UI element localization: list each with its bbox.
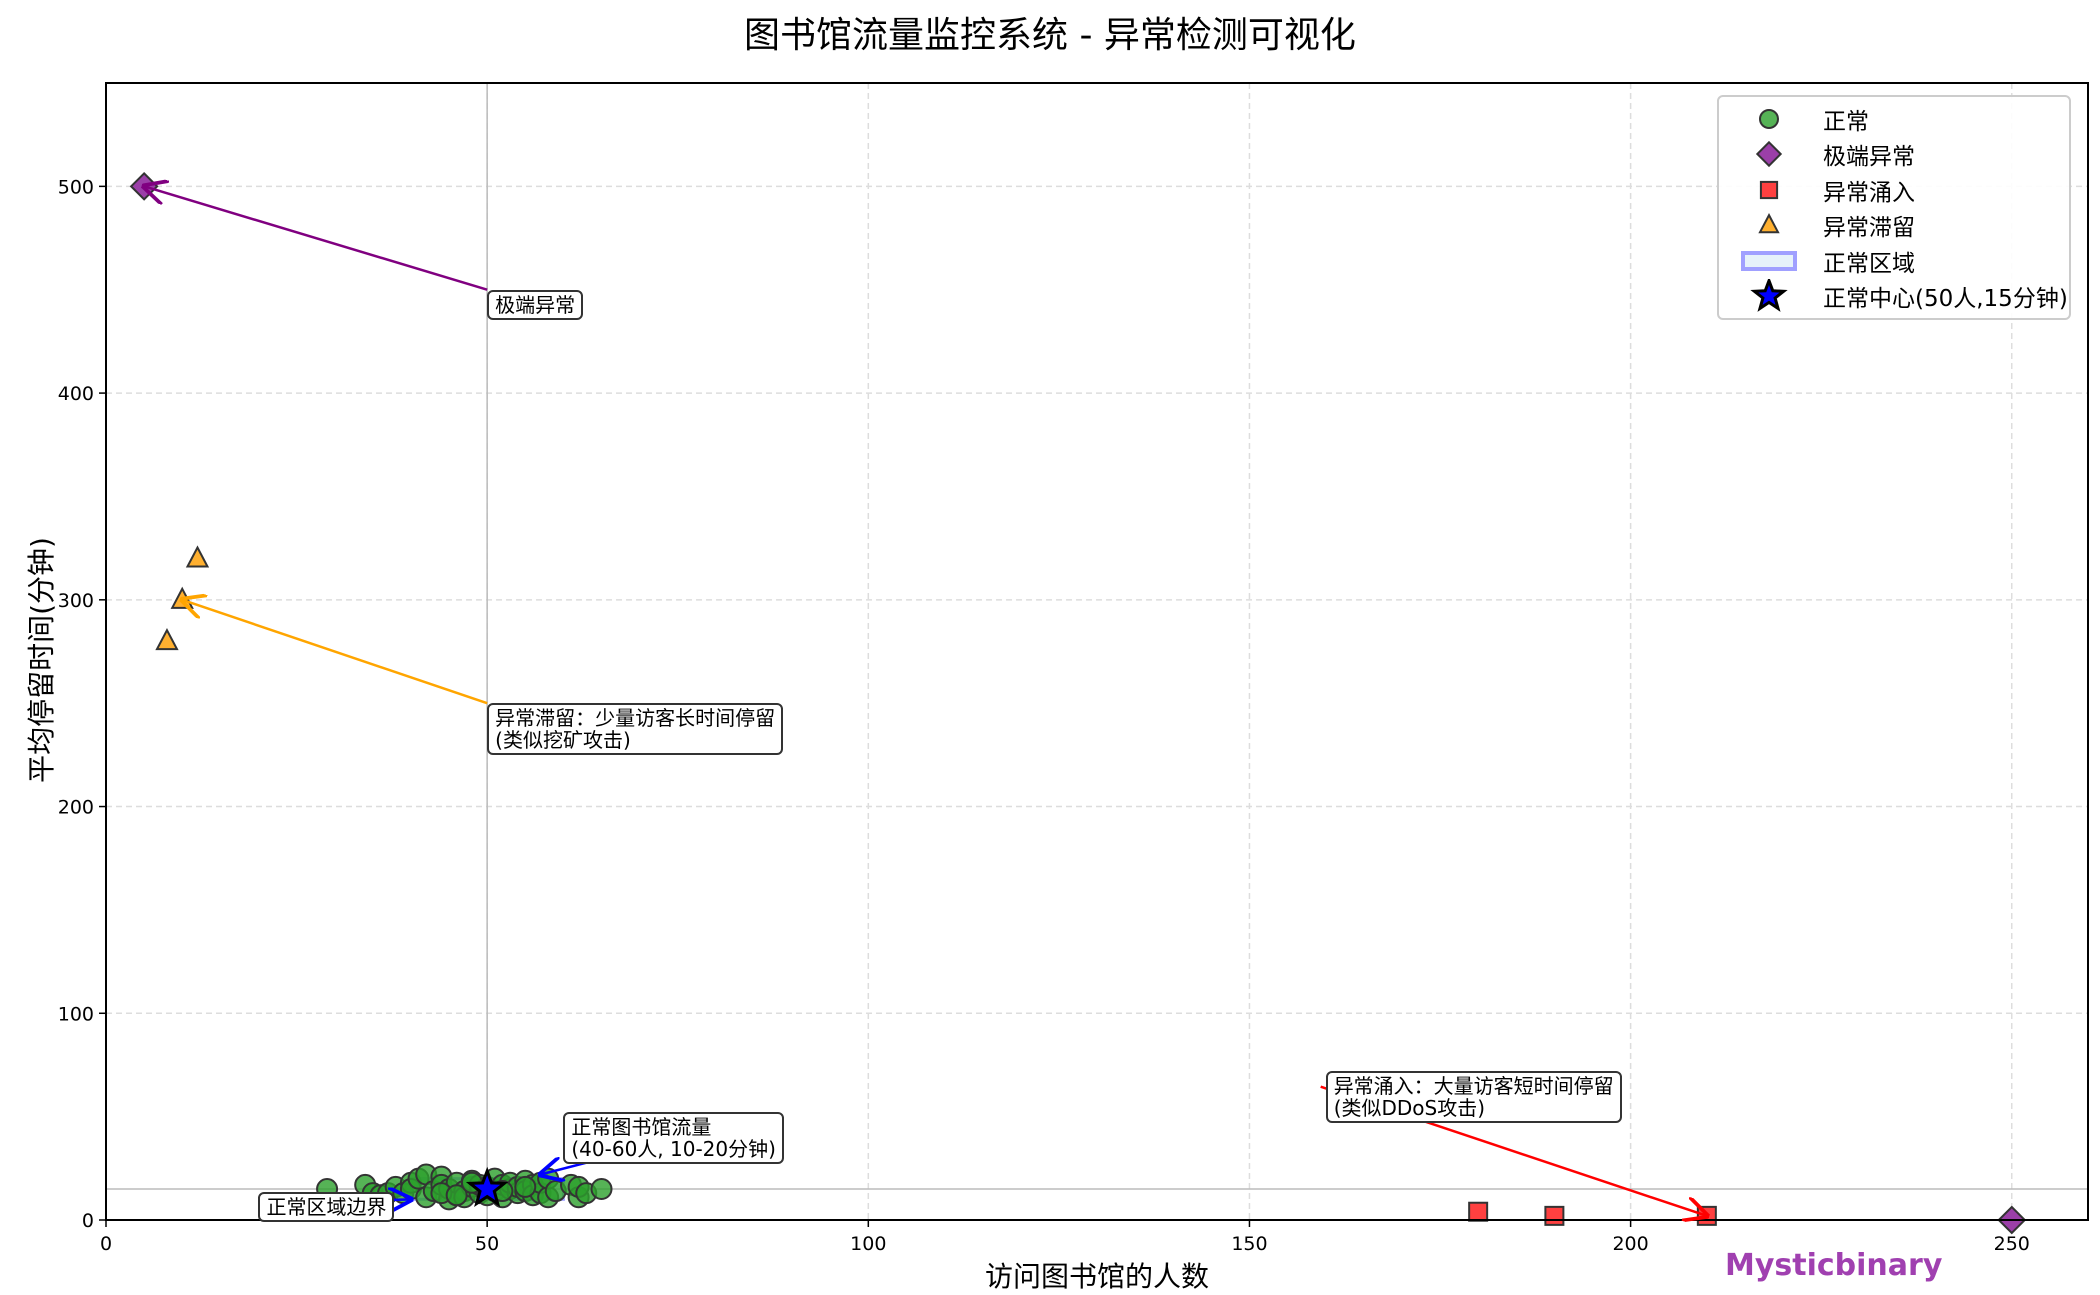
legend-item: 正常区域 xyxy=(1719,243,2069,279)
legend-label: 异常滞留 xyxy=(1823,215,1915,242)
annotation-arrow xyxy=(144,186,488,291)
normal-point xyxy=(514,1175,537,1198)
normal-center-star xyxy=(1750,279,1788,313)
y-axis-label: 平均停留时间(分钟) xyxy=(25,537,58,783)
legend-item: 正常中心(50人,15分钟) xyxy=(1719,279,2069,315)
axes-frame xyxy=(105,82,2089,1221)
legend-label: 正常 xyxy=(1823,108,1869,135)
retention-anomaly-point xyxy=(1758,213,1780,234)
legend-label: 正常区域 xyxy=(1823,250,1915,277)
x-tick-label: 200 xyxy=(1612,1233,1648,1255)
x-tick-label: 50 xyxy=(475,1233,499,1255)
annotation-label: 正常区域边界 xyxy=(258,1191,395,1222)
x-tick-label: 250 xyxy=(1994,1233,2030,1255)
legend-marker-icon xyxy=(1750,279,1788,313)
y-tick-label: 200 xyxy=(58,797,94,819)
normal-point xyxy=(1759,108,1779,129)
surge-anomaly-point xyxy=(1759,180,1779,199)
y-tick-label: 300 xyxy=(58,590,94,612)
legend-marker-icon xyxy=(1741,250,1797,271)
chart-title: 图书馆流量监控系统 - 异常检测可视化 xyxy=(744,15,1356,56)
legend-marker-icon xyxy=(1759,180,1779,199)
annotation-label: 异常涌入：大量访客短时间停留 (类似DDoS攻击) xyxy=(1325,1070,1622,1123)
legend-marker-icon xyxy=(1758,213,1780,234)
legend-marker-icon xyxy=(1755,141,1783,168)
legend-label: 极端异常 xyxy=(1823,144,1915,171)
y-tick-label: 0 xyxy=(82,1210,94,1232)
annotation-label: 正常图书馆流量 (40-60人, 10-20分钟) xyxy=(563,1111,784,1164)
normal-region-swatch xyxy=(1741,250,1797,271)
annotation-label: 极端异常 xyxy=(487,289,584,320)
surge-anomaly-point xyxy=(1544,1205,1565,1226)
legend-item: 异常滞留 xyxy=(1719,208,2069,244)
normal-point xyxy=(590,1177,613,1200)
x-tick-label: 100 xyxy=(850,1233,886,1255)
retention-anomaly-point xyxy=(170,586,194,609)
legend: 正常极端异常异常涌入异常滞留正常区域正常中心(50人,15分钟) xyxy=(1717,95,2071,320)
retention-anomaly-point xyxy=(155,628,179,651)
legend-label: 正常中心(50人,15分钟) xyxy=(1823,286,2068,313)
surge-anomaly-point xyxy=(1468,1201,1489,1222)
y-tick-label: 500 xyxy=(58,176,94,198)
x-tick-label: 150 xyxy=(1231,1233,1267,1255)
y-tick-label: 400 xyxy=(58,383,94,405)
normal-point xyxy=(445,1184,468,1207)
x-axis-label: 访问图书馆的人数 xyxy=(984,1260,1209,1293)
annotation-label: 异常滞留：少量访客长时间停留 (类似挖矿攻击) xyxy=(487,703,784,756)
legend-item: 异常涌入 xyxy=(1719,172,2069,208)
legend-marker-icon xyxy=(1759,108,1779,129)
retention-anomaly-point xyxy=(185,545,210,568)
y-tick-label: 100 xyxy=(58,1003,94,1025)
annotation-arrow xyxy=(182,600,488,705)
watermark: Mysticbinary xyxy=(1725,1248,1943,1283)
extreme-anomaly-point xyxy=(1755,141,1783,168)
legend-label: 异常涌入 xyxy=(1823,179,1915,206)
legend-item: 极端异常 xyxy=(1719,137,2069,173)
normal-center-star xyxy=(465,1166,509,1208)
legend-item: 正常 xyxy=(1719,101,2069,137)
x-tick-label: 0 xyxy=(100,1233,112,1255)
